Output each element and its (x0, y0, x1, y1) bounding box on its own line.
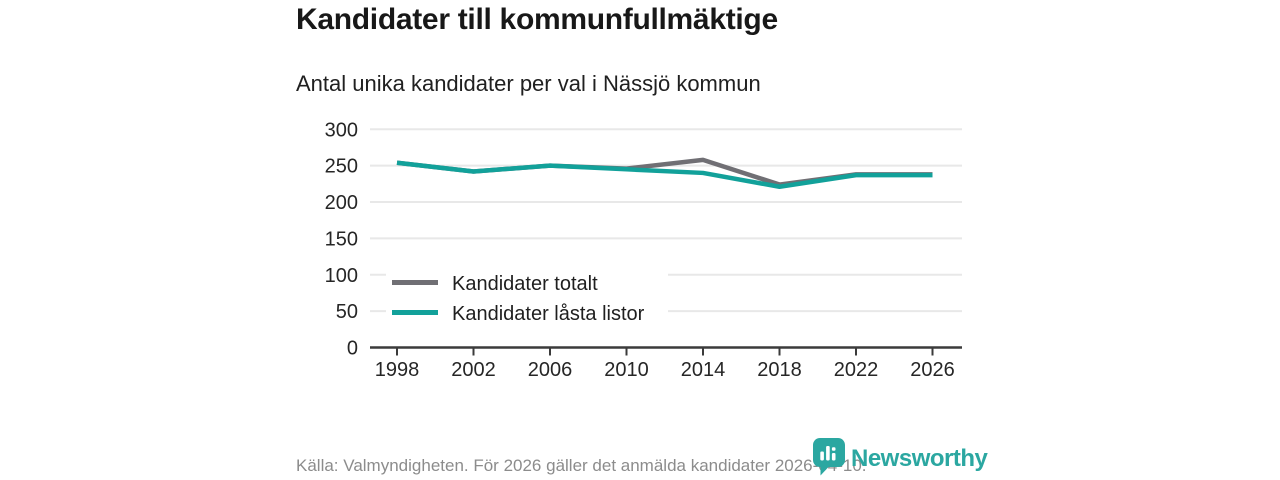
chart-subtitle: Antal unika kandidater per val i Nässjö … (296, 71, 761, 96)
x-axis-tick-label: 2022 (834, 359, 879, 381)
x-axis-tick-label: 2026 (910, 359, 955, 381)
legend-background (386, 266, 668, 330)
series-line-1 (396, 160, 933, 190)
y-axis-tick-label: 150 (325, 228, 358, 250)
x-axis-tick-label: 1998 (375, 359, 420, 381)
legend-label-1: Kandidater låsta listor (452, 303, 645, 325)
legend-label-0: Kandidater totalt (452, 273, 598, 295)
newsworthy-logo: Newsworthy (812, 437, 988, 477)
y-axis-tick-label: 100 (325, 265, 358, 287)
x-axis-tick-label: 2018 (757, 359, 802, 381)
source-note: Källa: Valmyndigheten. För 2026 gäller d… (296, 456, 867, 475)
y-axis-tick-label: 200 (325, 192, 358, 214)
logo-bar-3 (831, 453, 836, 461)
newsworthy-logo-icon (813, 438, 845, 476)
logo-bar-2 (826, 446, 830, 461)
y-axis-tick-label: 300 (325, 119, 358, 141)
chart-title: Kandidater till kommunfullmäktige (296, 3, 778, 36)
logo-bar-1 (820, 451, 824, 461)
logo-exclamation-dot (831, 447, 836, 451)
x-axis-tick-label: 2014 (681, 359, 726, 381)
x-axis-tick-label: 2010 (604, 359, 649, 381)
y-axis-tick-label: 0 (347, 338, 358, 360)
x-axis-tick-label: 2002 (451, 359, 496, 381)
y-axis-tick-label: 250 (325, 156, 358, 178)
y-axis-tick-label: 50 (336, 301, 358, 323)
newsworthy-wordmark: Newsworthy (851, 445, 988, 472)
x-axis-tick-label: 2006 (528, 359, 573, 381)
